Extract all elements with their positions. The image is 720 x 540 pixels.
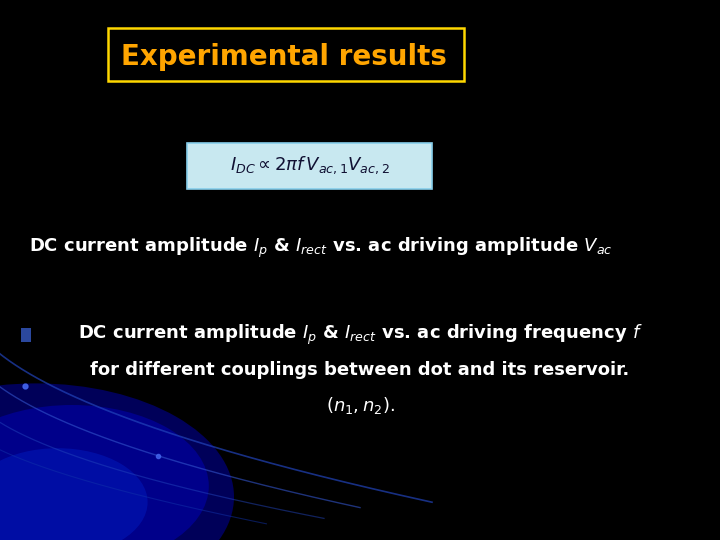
Text: $(n_1, n_2).$: $(n_1, n_2).$ (325, 395, 395, 415)
Text: DC current amplitude $I_p$ & $I_{rect}$ vs. ac driving frequency $\it{f}$: DC current amplitude $I_p$ & $I_{rect}$ … (78, 323, 642, 347)
Text: $I_{DC} \propto 2\pi f\, V_{ac,1} V_{ac,2}$: $I_{DC} \propto 2\pi f\, V_{ac,1} V_{ac,… (230, 154, 390, 176)
FancyBboxPatch shape (21, 328, 31, 342)
Ellipse shape (0, 383, 234, 540)
Text: DC current amplitude $I_p$ & $I_{rect}$ vs. ac driving amplitude $V_{ac}$: DC current amplitude $I_p$ & $I_{rect}$ … (29, 237, 612, 260)
FancyBboxPatch shape (187, 143, 432, 189)
Ellipse shape (0, 448, 148, 540)
Ellipse shape (0, 405, 209, 540)
Text: Experimental results: Experimental results (122, 43, 447, 71)
FancyBboxPatch shape (108, 28, 464, 81)
Text: for different couplings between dot and its reservoir.: for different couplings between dot and … (91, 361, 629, 379)
